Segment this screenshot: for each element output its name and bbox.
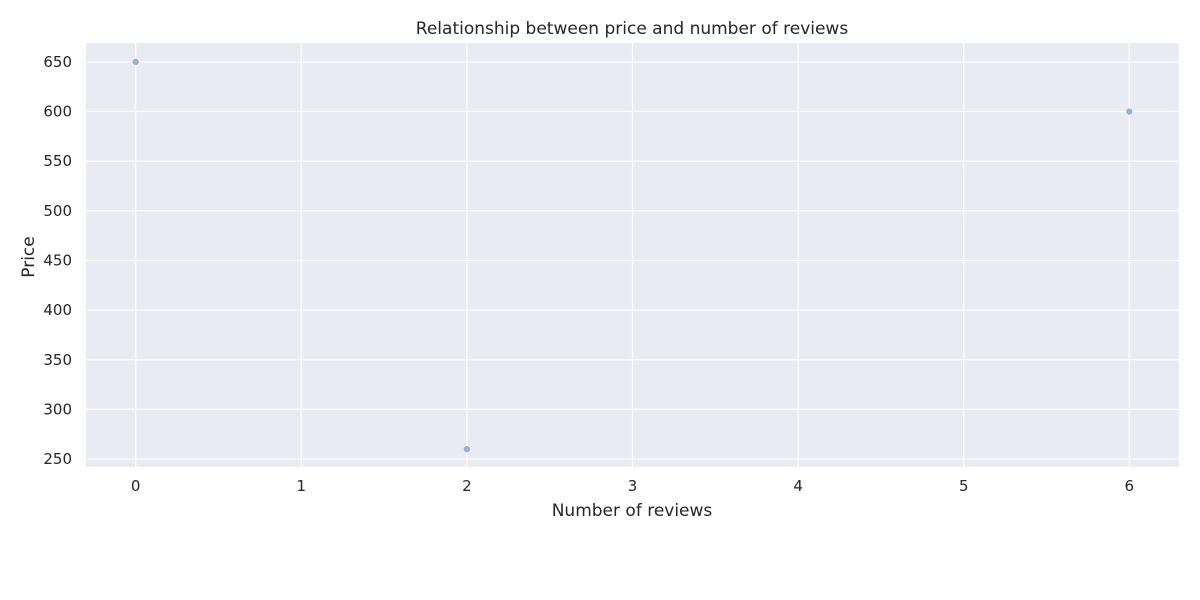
x-tick-label: 5 xyxy=(959,477,969,495)
y-tick-label: 500 xyxy=(43,202,72,220)
x-tick-label: 3 xyxy=(628,477,638,495)
scatter-point xyxy=(1125,107,1134,116)
y-tick-label: 550 xyxy=(43,152,72,170)
scatter-point xyxy=(462,445,471,454)
y-tick-label: 600 xyxy=(43,103,72,121)
grid-lines xyxy=(86,43,1179,467)
scatter-point xyxy=(131,57,140,66)
x-tick-label: 0 xyxy=(131,477,141,495)
y-tick-label: 400 xyxy=(43,301,72,319)
x-axis-label: Number of reviews xyxy=(552,501,713,521)
x-tick-label: 6 xyxy=(1125,477,1135,495)
y-tick-label: 300 xyxy=(43,400,72,418)
x-tick-label: 1 xyxy=(297,477,307,495)
data-points xyxy=(131,57,1134,454)
y-tick-label: 350 xyxy=(43,351,72,369)
x-tick-label: 2 xyxy=(462,477,472,495)
y-tick-label: 450 xyxy=(43,251,72,269)
x-tick-label: 4 xyxy=(793,477,803,495)
y-tick-label: 250 xyxy=(43,450,72,468)
x-tick-labels: 0 1 2 3 4 5 6 xyxy=(131,477,1134,495)
y-tick-label: 650 xyxy=(43,53,72,71)
y-tick-labels: 250 300 350 400 450 500 550 600 650 xyxy=(43,53,72,468)
y-axis-label: Price xyxy=(19,236,39,277)
chart-title: Relationship between price and number of… xyxy=(416,19,849,39)
